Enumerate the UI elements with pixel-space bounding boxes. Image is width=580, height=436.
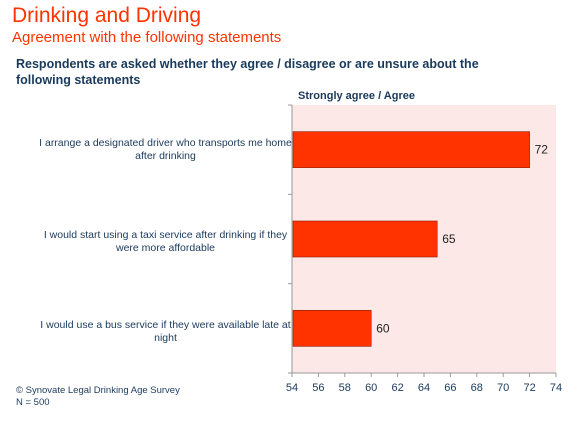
data-label-0: 72: [535, 143, 549, 157]
x-tick-label-3: 60: [365, 382, 377, 394]
bars: 72 65 60: [292, 131, 549, 347]
sample-size: N = 500: [16, 397, 50, 408]
x-tick-label-6: 66: [444, 382, 456, 394]
column-header: Strongly agree / Agree: [298, 90, 415, 102]
value-ticks: 54 56 58 60 62 64 66 68 70 72 74: [286, 373, 562, 394]
x-tick-label-4: 62: [391, 382, 403, 394]
question-text: Respondents are asked whether they agree…: [16, 57, 479, 87]
x-tick-label-2: 58: [339, 382, 351, 394]
footer: © Synovate Legal Drinking Age Survey N =…: [16, 385, 180, 409]
source-note: © Synovate Legal Drinking Age Survey: [16, 385, 180, 396]
x-tick-label-5: 64: [418, 382, 430, 394]
category-ticks: [288, 104, 292, 374]
category-label-2: I would use a bus service if they were a…: [40, 319, 291, 344]
bar-0: [292, 131, 530, 168]
chart-title: Drinking and Driving: [12, 4, 202, 27]
category-label-0: I arrange a designated driver who transp…: [39, 137, 292, 162]
data-label-2: 60: [376, 321, 390, 335]
chart-subtitle: Agreement with the following statements: [12, 29, 282, 46]
category-label-1: I would start using a taxi service after…: [43, 229, 288, 254]
data-label-1: 65: [442, 232, 456, 246]
x-tick-label-10: 74: [550, 382, 562, 394]
bar-2: [292, 310, 372, 347]
x-tick-label-9: 72: [523, 382, 535, 394]
x-tick-label-7: 68: [471, 382, 483, 394]
bar-1: [292, 220, 438, 258]
x-tick-label-1: 56: [312, 382, 324, 394]
x-tick-label-8: 70: [497, 382, 509, 394]
x-tick-label-0: 54: [286, 382, 298, 394]
